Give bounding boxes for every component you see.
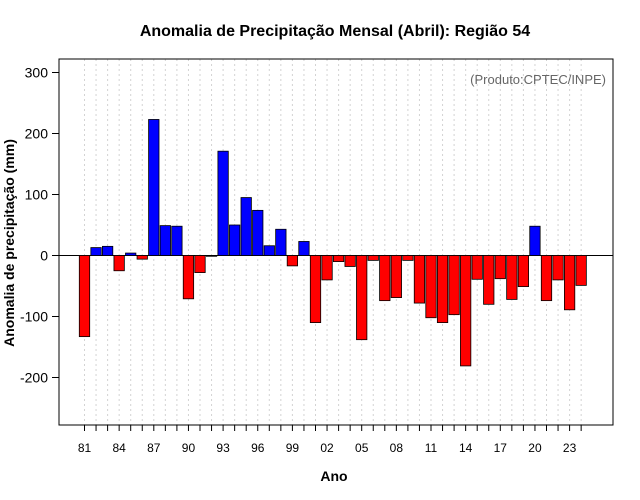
y-tick-label: 100	[25, 187, 49, 203]
x-axis-label: Ano	[320, 468, 347, 484]
bar-1990	[182, 255, 195, 300]
grid-lines	[84, 59, 582, 425]
bar-2007	[379, 255, 391, 302]
bar-1995	[240, 197, 252, 256]
x-tick-label: 20	[528, 441, 542, 455]
x-tick-label: 14	[459, 441, 473, 455]
bar-2017	[494, 255, 506, 280]
y-tick-label: 200	[25, 126, 49, 142]
x-tick-label: 02	[320, 441, 334, 455]
x-tick-label: 84	[112, 441, 126, 455]
bar-2011	[425, 255, 437, 319]
bar-1983	[102, 245, 114, 256]
bar-2016	[483, 255, 495, 305]
chart-title: Anomalia de Precipitação Mensal (Abril):…	[140, 23, 530, 40]
bar-2009	[402, 255, 414, 261]
bar-2000	[298, 241, 310, 256]
bar-1999	[286, 255, 299, 267]
y-tick-label: 0	[40, 248, 48, 264]
bar-2001	[309, 255, 322, 323]
y-axis-label: Anomalia de precipitação (mm)	[1, 139, 17, 347]
plot-frame	[58, 58, 614, 426]
bar-1984	[113, 255, 125, 272]
bar-2013	[448, 255, 460, 316]
x-tick-label: 17	[494, 441, 508, 455]
bars	[78, 119, 587, 367]
bar-2005	[356, 255, 368, 341]
bar-2012	[436, 255, 449, 323]
bar-2006	[367, 255, 379, 261]
bar-1994	[229, 224, 241, 256]
bar-2021	[540, 255, 553, 302]
x-tick-label: 05	[355, 441, 369, 455]
bar-1993	[217, 150, 229, 256]
x-tick-label: 99	[286, 441, 300, 455]
bar-1989	[171, 225, 183, 256]
x-tick-label: 08	[390, 441, 404, 455]
x-axis: 81 84 87 90 93 96 99 02 05 08 11 14 17 20 23	[78, 425, 582, 455]
bar-2014	[460, 255, 472, 367]
x-tick-label: 81	[78, 441, 92, 455]
bar-1986	[136, 255, 148, 260]
x-tick-label: 96	[251, 441, 265, 455]
bar-2004	[344, 255, 356, 267]
bar-2019	[517, 255, 530, 288]
bar-1985	[125, 252, 137, 256]
bar-2024	[575, 255, 587, 286]
bar-1991	[194, 255, 206, 273]
x-tick-label: 90	[182, 441, 196, 455]
bar-1998	[275, 228, 287, 256]
credit-label: (Produto:CPTEC/INPE)	[470, 72, 606, 87]
y-axis: -200 -100 0 100 200 300	[20, 65, 59, 386]
bar-2010	[413, 255, 426, 304]
y-tick-label: -200	[20, 370, 48, 386]
x-tick-label: 11	[425, 441, 438, 455]
bar-2023	[564, 255, 576, 311]
bar-2022	[552, 255, 564, 281]
x-tick-label: 93	[216, 441, 230, 455]
bar-2002	[321, 255, 333, 281]
bar-2003	[332, 255, 345, 262]
bar-1992	[205, 255, 218, 257]
y-tick-label: -100	[20, 309, 48, 325]
bar-2008	[390, 255, 402, 298]
bar-1996	[252, 209, 264, 256]
bar-1981	[78, 255, 91, 338]
bar-2018	[506, 255, 518, 300]
bar-2020	[529, 225, 541, 256]
bar-1982	[90, 247, 102, 256]
x-tick-label: 87	[147, 441, 161, 455]
bar-1988	[159, 225, 171, 256]
bar-1987	[148, 119, 160, 256]
x-tick-label: 23	[563, 441, 577, 455]
bar-1997	[263, 245, 275, 256]
bar-2015	[471, 255, 483, 280]
y-tick-label: 300	[25, 65, 49, 81]
